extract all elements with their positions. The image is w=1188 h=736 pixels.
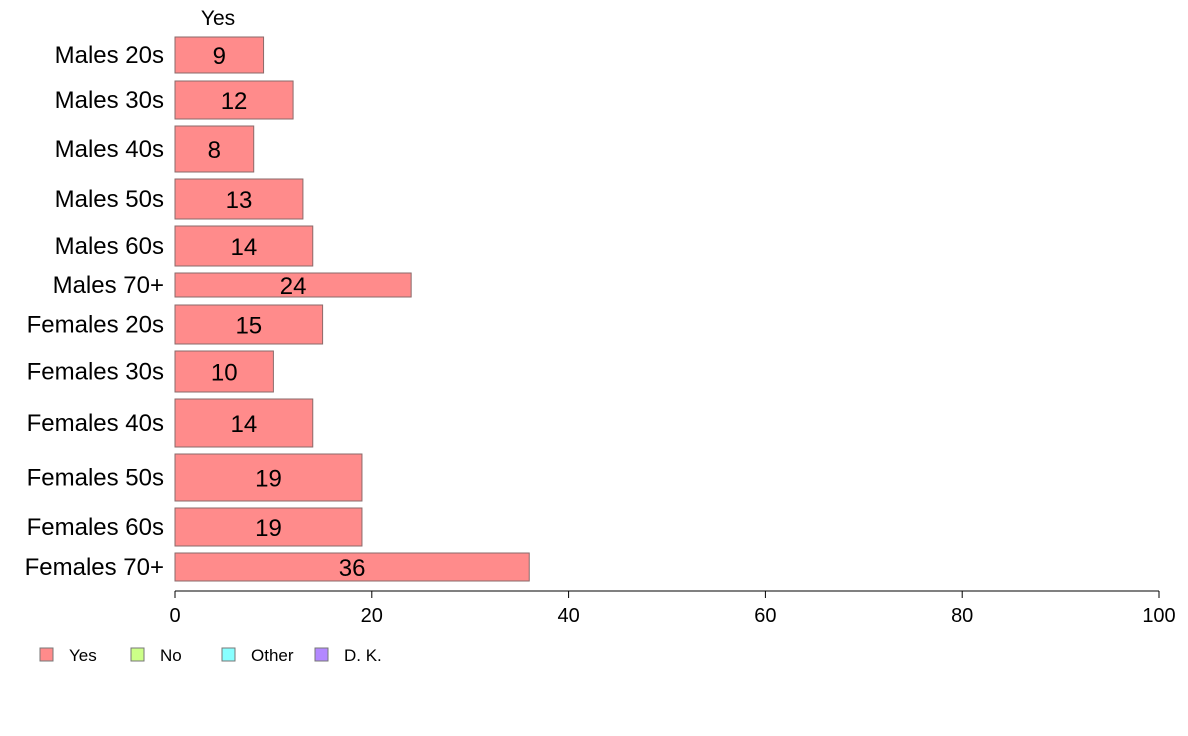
- bars: [174, 36, 530, 582]
- legend: Yes No Other D. K.: [39, 646, 382, 665]
- legend-label: No: [160, 646, 182, 665]
- x-axis: 0 20 40 60 80 100: [169, 590, 1176, 627]
- category-label: Males 60s: [55, 233, 164, 260]
- category-label: Males 30s: [55, 87, 164, 114]
- bar-value-label: 19: [255, 466, 282, 493]
- bar: [174, 80, 294, 120]
- bar: [174, 178, 304, 220]
- category-label: Males 20s: [55, 42, 164, 69]
- legend-label: Other: [251, 646, 294, 665]
- bar: [174, 398, 314, 448]
- category-labels: Males 20s Males 30s Males 40s Males 50s Male…: [25, 42, 164, 581]
- bar-value-label: 19: [255, 515, 282, 542]
- legend-swatch: [221, 647, 236, 662]
- category-label: Females 20s: [27, 312, 164, 339]
- bar-value-label: 10: [211, 360, 238, 387]
- series-header: Yes: [201, 7, 235, 30]
- legend-label: D. K.: [344, 646, 382, 665]
- bar: [174, 304, 324, 345]
- bar-value-label: 13: [226, 187, 253, 214]
- bar: [174, 552, 530, 582]
- bar-value-label: 15: [235, 313, 262, 340]
- category-label: Females 60s: [27, 514, 164, 541]
- x-tick-label: 20: [361, 605, 383, 627]
- legend-swatch: [130, 647, 145, 662]
- legend-swatch: [39, 647, 54, 662]
- legend-label: Yes: [69, 646, 97, 665]
- category-label: Females 50s: [27, 465, 164, 492]
- bar-value-label: 12: [221, 88, 248, 115]
- bar-value-label: 14: [231, 411, 258, 438]
- category-label: Females 70+: [25, 554, 164, 581]
- bar-value-label: 9: [213, 43, 226, 70]
- x-tick-label: 60: [754, 605, 776, 627]
- bar: [174, 36, 265, 74]
- category-label: Females 30s: [27, 359, 164, 386]
- bar-value-label: 36: [339, 555, 366, 582]
- bar-value-label: 8: [208, 137, 221, 164]
- x-tick-label: 80: [951, 605, 973, 627]
- bar-value-label: 14: [231, 234, 258, 261]
- category-label: Males 50s: [55, 186, 164, 213]
- bar: [174, 125, 255, 173]
- bar: [174, 453, 363, 502]
- x-tick-label: 100: [1142, 605, 1175, 627]
- x-tick-label: 40: [557, 605, 579, 627]
- category-label: Females 40s: [27, 410, 164, 437]
- category-label: Males 40s: [55, 136, 164, 163]
- legend-swatch: [314, 647, 329, 662]
- x-tick-label: 0: [169, 605, 180, 627]
- bar: [174, 225, 314, 267]
- category-label: Males 70+: [53, 272, 164, 299]
- bar: [174, 350, 274, 393]
- bar-value-label: 24: [280, 273, 307, 300]
- bar: [174, 507, 363, 547]
- bar: [174, 272, 412, 298]
